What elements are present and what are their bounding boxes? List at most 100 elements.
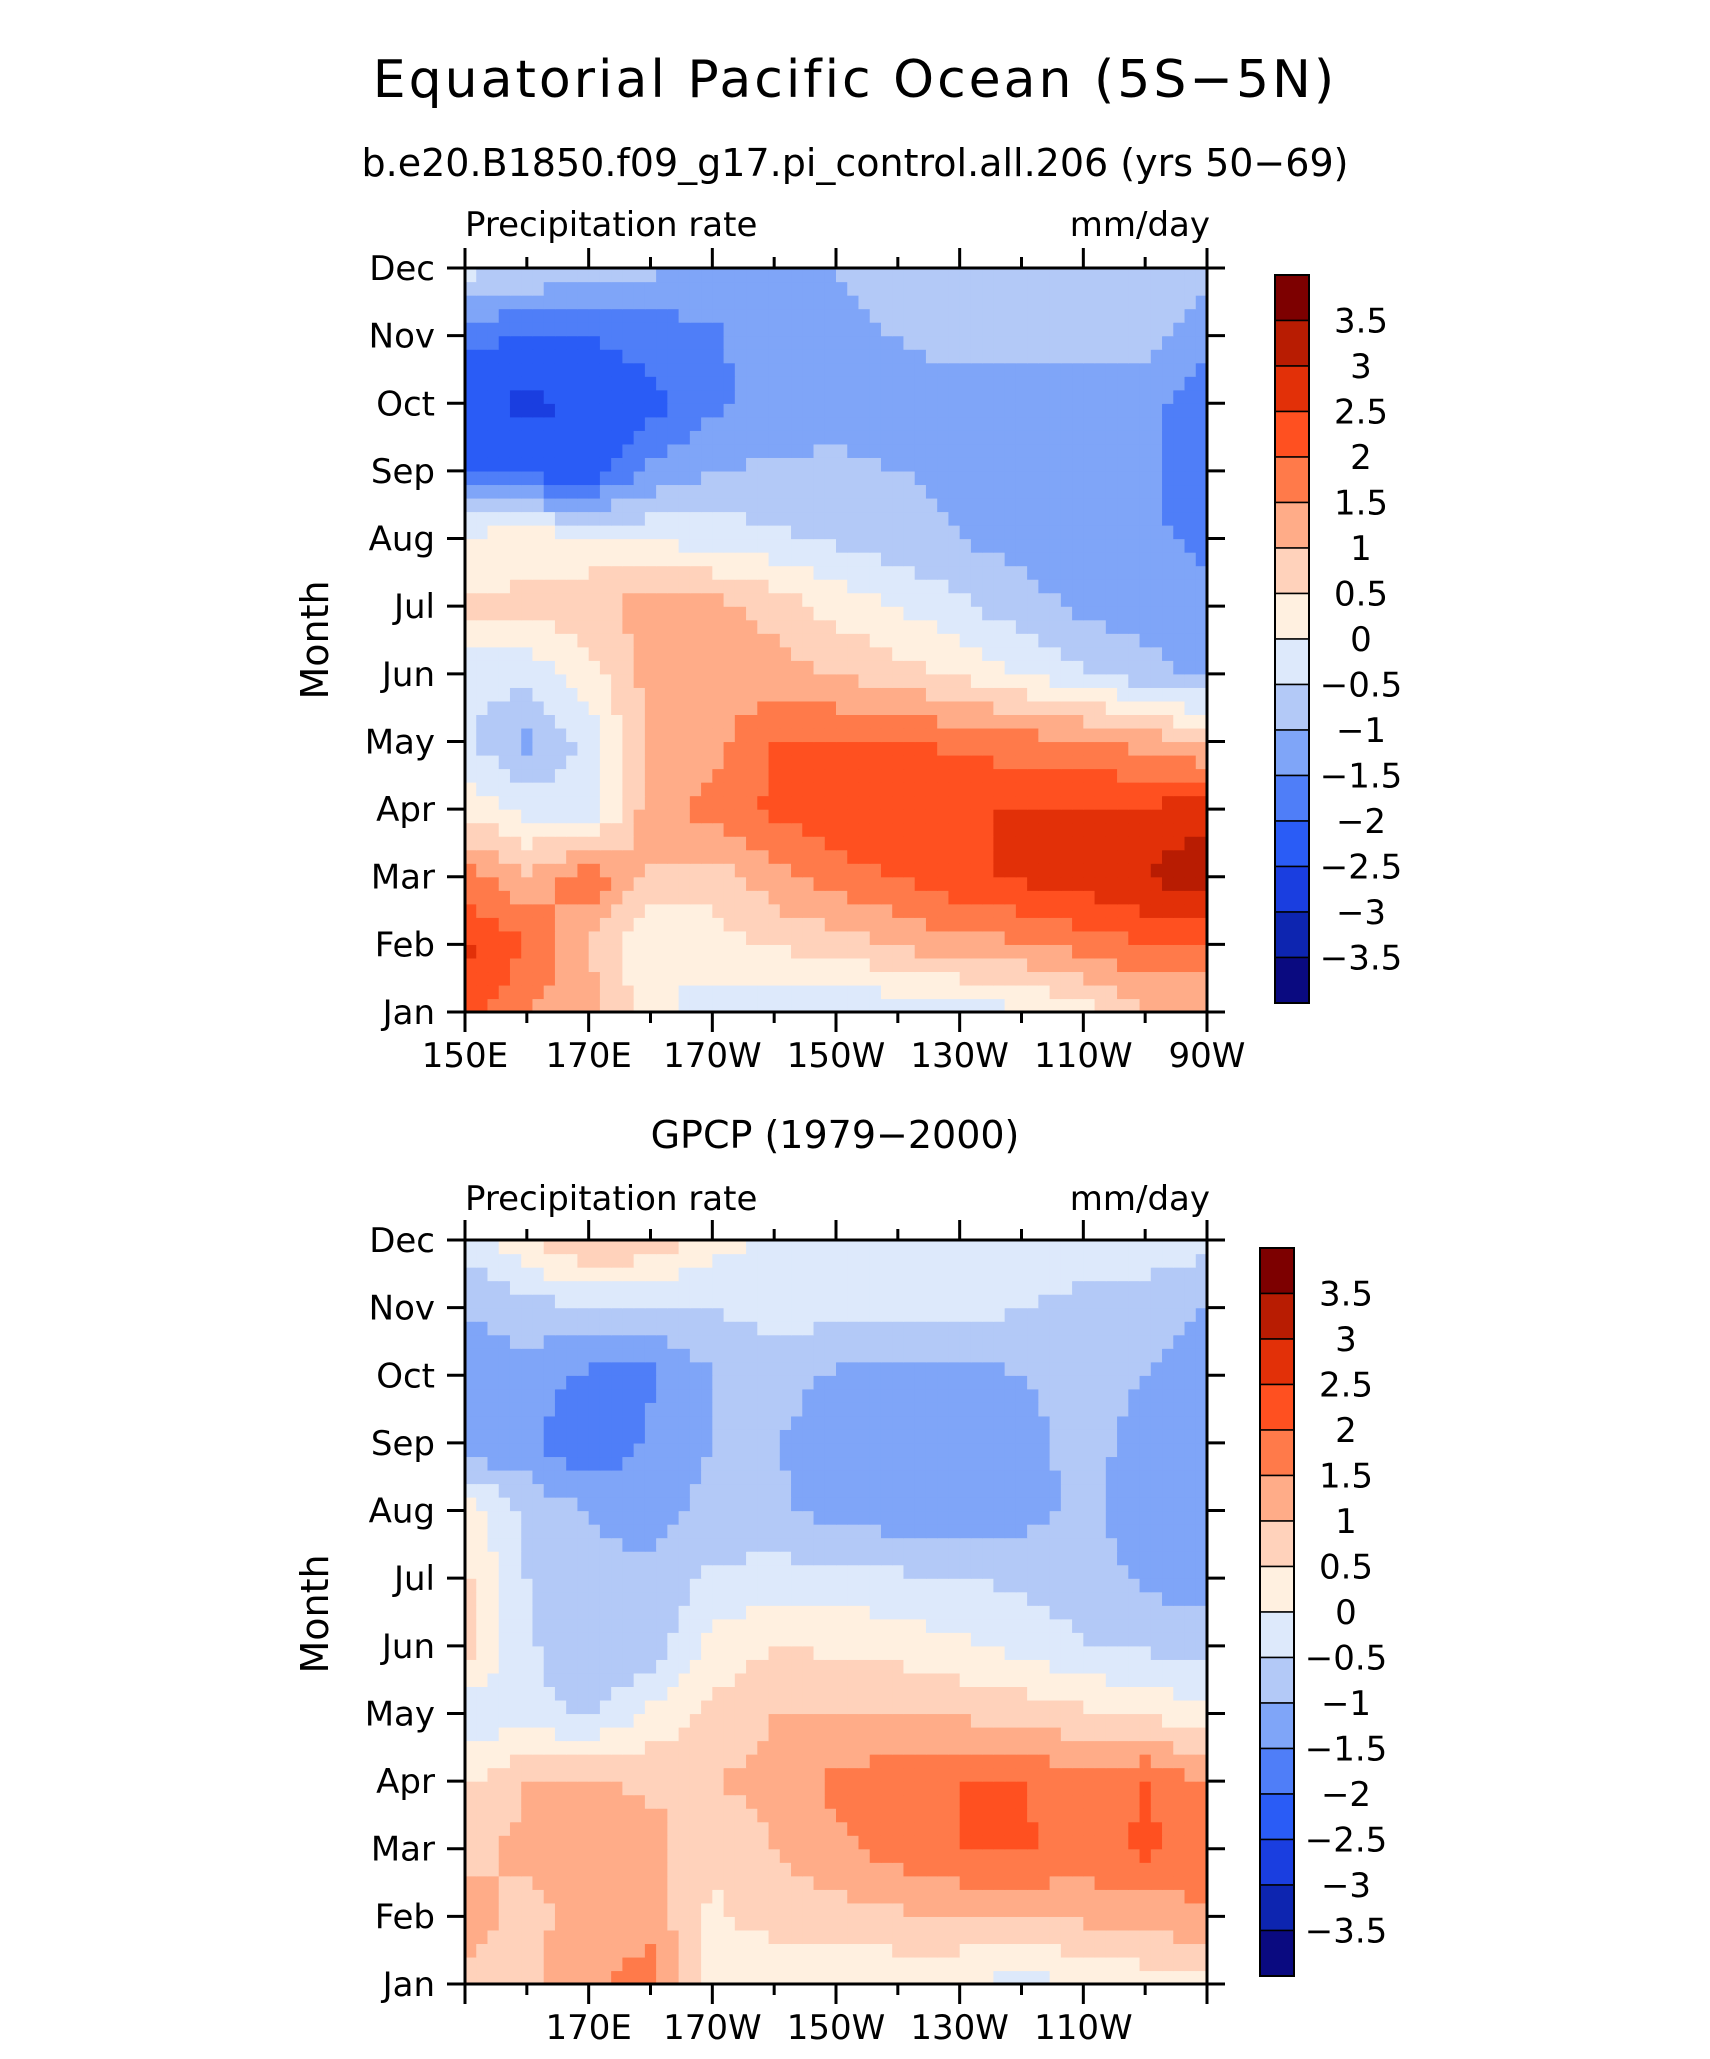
contour-cell-0-29-7 xyxy=(543,606,556,621)
contour-cell-0-5-35 xyxy=(858,930,871,945)
contour-cell-1-3-38 xyxy=(892,1929,905,1945)
contour-cell-0-11-42 xyxy=(937,849,950,864)
contour-cell-0-54-9 xyxy=(566,268,579,283)
contour-cell-0-53-60 xyxy=(1139,281,1152,296)
contour-cell-1-4-64 xyxy=(1184,1916,1197,1931)
contour-cell-1-2-54 xyxy=(1072,1943,1084,1958)
contour-cell-0-35-52 xyxy=(1049,525,1062,540)
contour-cell-0-14-7 xyxy=(543,809,556,824)
contour-cell-0-13-33 xyxy=(836,822,848,837)
contour-cell-0-36-61 xyxy=(1150,511,1163,526)
contour-cell-1-8-26 xyxy=(757,1862,770,1877)
contour-cell-0-33-39 xyxy=(903,552,916,567)
contour-cell-1-9-2 xyxy=(487,1848,500,1863)
contour-cell-1-11-61 xyxy=(1150,1821,1163,1836)
contour-cell-0-17-44 xyxy=(959,768,972,783)
contour-cell-0-25-43 xyxy=(948,660,961,675)
contour-cell-0-31-6 xyxy=(532,579,545,594)
contour-cell-0-6-23 xyxy=(723,917,736,932)
contour-cell-0-8-41 xyxy=(925,890,938,905)
contour-cell-1-18-28 xyxy=(779,1726,792,1742)
contour-cell-1-3-21 xyxy=(701,1929,713,1945)
contour-cell-0-38-23 xyxy=(723,484,736,499)
contour-cell-0-30-53 xyxy=(1060,592,1073,607)
contour-cell-1-15-56 xyxy=(1094,1767,1107,1782)
contour-cell-0-1-53 xyxy=(1060,984,1073,1000)
contour-cell-0-2-8 xyxy=(554,971,567,986)
contour-cell-0-35-59 xyxy=(1128,525,1141,540)
contour-cell-0-1-37 xyxy=(880,984,893,1000)
contour-cell-0-34-62 xyxy=(1162,538,1174,553)
contour-cell-0-27-55 xyxy=(1083,633,1096,648)
contour-cell-0-13-38 xyxy=(892,822,905,837)
contour-cell-0-29-29 xyxy=(791,606,803,621)
contour-cell-1-1-2 xyxy=(487,1956,500,1972)
contour-cell-0-3-1 xyxy=(476,957,489,973)
contour-cell-0-14-36 xyxy=(869,809,882,824)
contour-cell-1-3-23 xyxy=(723,1929,736,1945)
contour-cell-0-17-41 xyxy=(925,768,938,783)
contour-cell-0-46-2 xyxy=(487,376,500,391)
contour-cell-0-32-62 xyxy=(1162,565,1174,580)
contour-cell-0-38-65 xyxy=(1195,484,1208,499)
contour-cell-0-43-42 xyxy=(937,416,950,431)
contour-cell-0-16-26 xyxy=(757,782,770,797)
contour-cell-0-25-54 xyxy=(1072,660,1084,675)
contour-cell-1-9-57 xyxy=(1105,1848,1118,1863)
contour-cell-1-4-53 xyxy=(1060,1916,1073,1931)
contour-cell-0-49-59 xyxy=(1128,335,1141,350)
contour-cell-0-23-12 xyxy=(599,687,612,702)
contour-cell-0-14-55 xyxy=(1083,809,1096,824)
contour-cell-0-9-13 xyxy=(611,876,623,891)
colorbar-label: 3 xyxy=(1350,347,1372,387)
contour-cell-0-14-16 xyxy=(644,809,657,824)
contour-cell-0-37-27 xyxy=(768,497,781,513)
contour-cell-0-1-5 xyxy=(521,984,534,1000)
contour-cell-0-18-35 xyxy=(858,754,871,770)
contour-cell-0-14-39 xyxy=(903,809,916,824)
contour-cell-0-3-3 xyxy=(498,957,511,973)
contour-cell-0-19-13 xyxy=(611,741,623,756)
contour-cell-0-43-55 xyxy=(1083,416,1096,431)
contour-cell-0-40-45 xyxy=(970,457,983,472)
contour-cell-0-12-0 xyxy=(465,836,477,851)
contour-cell-0-53-17 xyxy=(656,281,668,296)
contour-cell-1-4-48 xyxy=(1004,1916,1017,1931)
contour-cell-1-10-43 xyxy=(948,1835,961,1850)
contour-cell-1-7-5 xyxy=(521,1875,534,1890)
contour-cell-0-24-64 xyxy=(1184,673,1197,688)
contour-cell-0-48-44 xyxy=(959,349,972,364)
contour-cell-0-48-33 xyxy=(836,349,848,364)
contour-cell-0-44-17 xyxy=(656,403,668,418)
contour-cell-0-11-31 xyxy=(813,849,826,864)
contour-cell-0-19-12 xyxy=(599,741,612,756)
contour-cell-0-5-41 xyxy=(925,930,938,945)
panel-model: b.e20.B1850.f09_g17.pi_control.all.206 (… xyxy=(293,141,1402,1076)
contour-cell-0-9-1 xyxy=(476,876,489,891)
contour-cell-0-52-21 xyxy=(701,295,713,310)
contour-cell-0-3-15 xyxy=(633,957,646,973)
contour-cell-0-18-24 xyxy=(734,754,747,770)
contour-cell-1-12-47 xyxy=(993,1808,1006,1823)
contour-cell-1-17-17 xyxy=(656,1740,668,1755)
contour-cell-0-22-9 xyxy=(566,700,579,715)
contour-cell-1-8-5 xyxy=(521,1862,534,1877)
contour-cell-0-39-51 xyxy=(1038,470,1051,486)
contour-cell-0-24-17 xyxy=(656,673,668,688)
contour-cell-1-3-40 xyxy=(914,1929,927,1945)
contour-cell-0-18-47 xyxy=(993,754,1006,770)
contour-cell-0-31-63 xyxy=(1173,579,1186,594)
contour-cell-0-14-27 xyxy=(768,809,781,824)
contour-cell-0-29-44 xyxy=(959,606,972,621)
contour-cell-1-6-5 xyxy=(521,1889,534,1904)
contour-cell-0-6-53 xyxy=(1060,917,1073,932)
contour-cell-0-17-58 xyxy=(1117,768,1129,783)
contour-cell-1-3-55 xyxy=(1083,1929,1096,1945)
contour-cell-0-18-65 xyxy=(1195,754,1208,770)
contour-cell-0-54-49 xyxy=(1015,268,1028,283)
contour-cell-1-11-19 xyxy=(678,1821,691,1836)
contour-cell-0-29-1 xyxy=(476,606,489,621)
contour-cell-0-27-17 xyxy=(656,633,668,648)
contour-cell-0-2-20 xyxy=(689,971,702,986)
contour-cell-0-1-62 xyxy=(1162,984,1174,1000)
